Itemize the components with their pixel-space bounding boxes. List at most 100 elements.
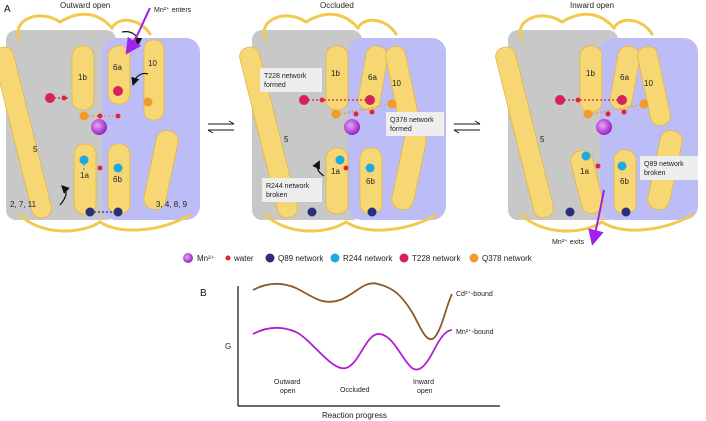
legend-swatch-t228 <box>399 253 409 263</box>
helix-label-1a: 1a <box>580 167 589 176</box>
mn-exits-label: Mn²⁺ exits <box>552 238 585 246</box>
q89-node <box>565 207 575 217</box>
helix-label-5: 5 <box>540 135 545 144</box>
t228-note: T228 network formed <box>264 73 307 89</box>
panel-a-label: A <box>4 4 11 15</box>
equilibrium-arrow-1 <box>207 120 235 134</box>
q378-note-box <box>386 112 444 136</box>
region-label-left: 2, 7, 11 <box>10 200 37 209</box>
panel-b-label: B <box>200 288 207 299</box>
legend-label-t228: T228 network <box>412 254 461 263</box>
mn-ion <box>596 119 612 135</box>
helix-label-6b: 6b <box>113 175 122 184</box>
q378-node <box>639 99 649 109</box>
r244-note-box <box>262 178 322 202</box>
state-label-outward-open: Outward open <box>274 379 301 395</box>
helix-5 <box>495 46 554 219</box>
r244-node <box>581 151 591 161</box>
r244-note: R244 network broken <box>266 183 310 199</box>
loop-top <box>16 12 152 42</box>
curve-label-mn: Mn²⁺-bound <box>456 328 494 336</box>
helix-6a <box>357 45 389 111</box>
legend-label-r244: R244 network <box>343 254 393 263</box>
mn-entry-arrow <box>125 7 151 55</box>
helix-10 <box>637 46 671 126</box>
helix-label-1b: 1b <box>78 73 87 82</box>
q89-node <box>113 207 123 217</box>
legend-label-water: water <box>233 254 254 263</box>
q89-node <box>85 207 95 217</box>
r244-node <box>79 155 89 165</box>
mn-exit-arrow <box>588 189 605 246</box>
x-axis-label: Reaction progress <box>322 411 387 420</box>
legend-label-q378: Q378 network <box>482 254 533 263</box>
helix-label-6a: 6a <box>113 63 122 72</box>
region-label-right: 3, 4, 8, 9 <box>156 200 188 209</box>
curve-mn-bound <box>252 326 453 371</box>
legend-label-mn: Mn²⁺ <box>197 254 215 263</box>
helix-label-1b: 1b <box>331 69 340 78</box>
helix-label-10: 10 <box>392 79 401 88</box>
legend-swatch-q378 <box>469 253 479 263</box>
loop-bottom <box>18 213 192 233</box>
r244-node <box>335 155 345 165</box>
mn-ion <box>91 119 107 135</box>
q89-node <box>621 207 631 217</box>
helix-1a <box>325 147 349 215</box>
helix-label-6b: 6b <box>620 177 629 186</box>
energy-diagram: G Reaction progress Cd²⁺-bound Mn²⁺-boun… <box>225 282 500 420</box>
r244-node <box>365 163 375 173</box>
helix-label-10: 10 <box>644 79 653 88</box>
helix-label-1b: 1b <box>586 69 595 78</box>
helix-label-6a: 6a <box>368 73 377 82</box>
t228-note-box <box>260 68 322 92</box>
state-title-inward-open: Inward open <box>570 1 614 10</box>
state-label-inward-open: Inward open <box>413 379 434 395</box>
helix-label-10: 10 <box>148 59 157 68</box>
equilibrium-arrow-2 <box>453 120 481 134</box>
helix-label-6a: 6a <box>620 73 629 82</box>
helix-label-1a: 1a <box>331 167 340 176</box>
helix-1a <box>570 150 604 214</box>
q378-node <box>79 111 89 121</box>
helix-label-6b: 6b <box>366 177 375 186</box>
legend-swatch-water <box>225 255 231 261</box>
helix-1b <box>71 45 95 111</box>
q378-note: Q378 network formed <box>390 117 434 133</box>
helix-label-5: 5 <box>33 145 38 154</box>
t228-node <box>555 95 565 105</box>
helix-10 <box>143 39 165 121</box>
y-axis-label: G <box>225 342 231 351</box>
q378-node <box>387 99 397 109</box>
helix-5 <box>0 46 52 219</box>
curve-label-cd: Cd²⁺-bound <box>456 290 493 298</box>
legend-swatch-q89 <box>265 253 275 263</box>
water-dot <box>115 113 121 119</box>
helix-label-1a: 1a <box>80 171 89 180</box>
q89-node <box>367 207 377 217</box>
state-title-occluded: Occluded <box>320 1 354 10</box>
curve-cd-bound <box>252 282 453 341</box>
t228-node <box>365 95 375 105</box>
mn-enters-label: Mn²⁺ enters <box>154 6 192 14</box>
t228-node <box>113 86 123 96</box>
helix-6a <box>609 45 641 111</box>
helix-1a <box>73 143 97 215</box>
legend-swatch-r244 <box>330 253 340 263</box>
r244-node <box>617 161 627 171</box>
q89-note: Q89 network broken <box>644 161 684 177</box>
helix-right <box>143 130 179 210</box>
state-title-outward-open: Outward open <box>60 1 110 10</box>
q89-node <box>307 207 317 217</box>
r244-node <box>113 163 123 173</box>
water-dot <box>97 165 103 171</box>
q378-node <box>143 97 153 107</box>
state-inward-open: 1b 6a 10 5 1a 6b Q89 network broken Mn²⁺ … <box>495 1 698 246</box>
state-label-occluded: Occluded <box>340 387 370 394</box>
water-dot <box>61 95 67 101</box>
helix-5 <box>239 46 298 219</box>
helix-1b <box>579 45 603 113</box>
t228-node <box>299 95 309 105</box>
helix-label-5: 5 <box>284 135 289 144</box>
q89-note-box <box>640 156 698 180</box>
